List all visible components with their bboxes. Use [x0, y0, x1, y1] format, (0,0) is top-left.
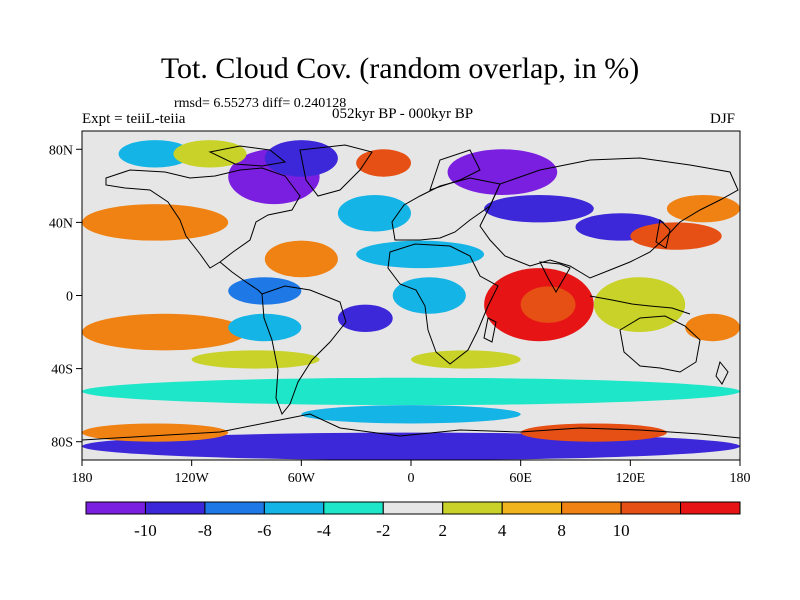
anomaly-region-16: [520, 286, 576, 323]
colorbar-swatch: [501, 501, 563, 515]
coastline-scandinavia: [429, 149, 481, 191]
axis-layer: 180 120W 60W 0 60E 120E 180 80N 40N 0 40S 80S: [49, 143, 751, 486]
coastline-new-zealand: [715, 360, 729, 385]
x-tick-label: 120E: [616, 471, 646, 486]
coastline-australia: [619, 315, 701, 373]
coastline-antarctica: [81, 413, 741, 441]
x-tick-label: 180: [72, 471, 93, 486]
coastline-asia: [479, 157, 739, 279]
anomaly-region-24: [191, 350, 320, 369]
colorbar-swatch: [680, 501, 741, 515]
colorbar-label: -2: [376, 521, 390, 540]
anomaly-region-6: [484, 194, 594, 223]
coastline-south-america: [261, 285, 347, 415]
x-tick-label: 0: [408, 471, 415, 486]
anomaly-region-18: [337, 304, 393, 333]
coastline-indonesia: [589, 295, 691, 315]
anomaly-region-23: [685, 313, 740, 342]
colorbar-swatch: [144, 501, 206, 515]
colorbar-label: 8: [557, 521, 566, 540]
colorbar-swatch: [382, 501, 444, 515]
coastline-north-america: [105, 167, 301, 269]
coastline-greenland: [299, 144, 373, 197]
anomaly-region-5: [447, 149, 558, 195]
colorbar: -10 -8 -6 -4 -2 2 4 8 10: [85, 501, 741, 540]
coastline-central-america: [219, 261, 263, 295]
colorbar-swatch: [323, 501, 384, 515]
anomaly-region-21: [82, 313, 247, 351]
coastlines: [81, 144, 741, 441]
experiment-label: Expt = teiiL-teiia: [82, 111, 186, 127]
colorbar-label: 2: [438, 521, 447, 540]
period-label: 052kyr BP - 000kyr BP: [332, 106, 474, 122]
anomaly-region-19: [392, 277, 466, 314]
colorbar-swatch: [263, 501, 325, 515]
anomaly-region-7: [337, 194, 412, 232]
coastline-madagascar: [483, 317, 497, 343]
anomaly-region-17: [228, 277, 302, 305]
x-tick-label: 60E: [509, 471, 532, 486]
anomaly-region-2: [118, 140, 192, 168]
colorbar-label: -8: [198, 521, 212, 540]
x-tick-label: 120W: [175, 471, 210, 486]
colorbar-swatch: [442, 501, 503, 515]
season-label: DJF: [710, 111, 736, 127]
colorbar-label: 10: [613, 521, 630, 540]
anomaly-region-25: [411, 350, 521, 369]
coastline-arctic-islands: [208, 145, 287, 167]
colorbar-label: 4: [498, 521, 507, 540]
anomaly-region-22: [228, 313, 302, 342]
colorbar-swatch: [204, 501, 265, 515]
colorbar-label: -6: [257, 521, 271, 540]
x-tick-label: 180: [730, 471, 751, 486]
colorbar-swatch: [85, 501, 146, 515]
y-tick-label: 80S: [51, 436, 73, 451]
y-tick-label: 40N: [49, 216, 73, 231]
y-tick-label: 0: [66, 290, 73, 305]
anomaly-region-4: [356, 149, 412, 177]
y-tick-label: 80N: [49, 143, 73, 158]
colorbar-swatch: [620, 501, 682, 515]
colorbar-label: -4: [317, 521, 332, 540]
coastline-japan: [655, 218, 671, 249]
coastline-africa: [387, 243, 499, 365]
anomaly-region-27: [301, 405, 521, 424]
x-tick-label: 60W: [288, 471, 316, 486]
y-tick-label: 40S: [51, 363, 73, 378]
colorbar-label: -10: [134, 521, 157, 540]
anomaly-region-13: [264, 240, 338, 278]
anomaly-region-29: [82, 423, 229, 442]
coastline-india: [539, 261, 571, 293]
anomaly-region-3: [173, 140, 247, 168]
anomaly-region-12: [82, 240, 210, 269]
stats-label: rmsd= 6.55273 diff= 0.240128: [174, 96, 347, 111]
plot-area: [82, 131, 740, 460]
colorbar-swatch: [561, 501, 622, 515]
anomaly-region-9: [630, 222, 722, 250]
anomaly-region-11: [82, 204, 229, 241]
map-title: Tot. Cloud Cov. (random overlap, in %): [160, 52, 640, 85]
anomaly-region-26: [82, 377, 740, 406]
anomaly-region-30: [520, 423, 667, 442]
